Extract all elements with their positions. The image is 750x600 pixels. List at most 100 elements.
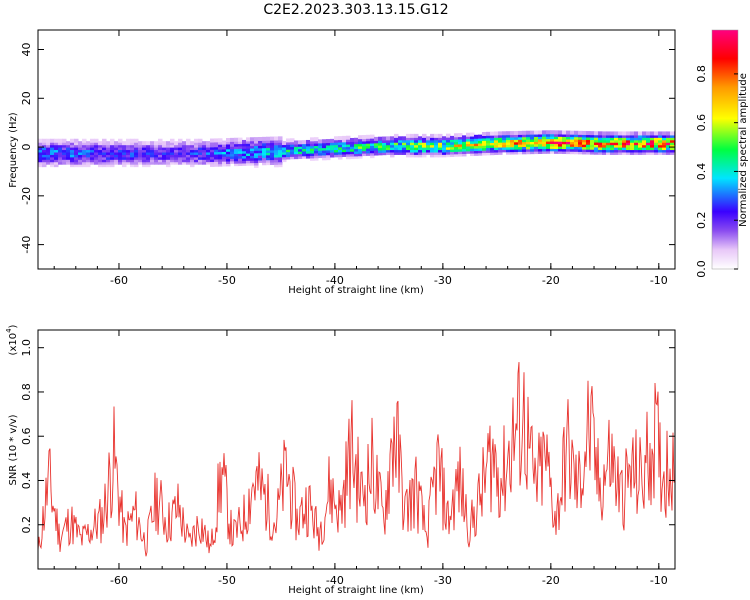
heatmap-cell [378,144,383,149]
heatmap-cell [38,141,43,146]
heatmap-cell [590,131,595,136]
heatmap-cell [406,138,411,143]
heatmap-cell [138,153,143,158]
heatmap-cell [306,144,311,149]
heatmap-cell [58,150,63,155]
heatmap-cell [606,150,611,155]
heatmap-cell [662,133,667,138]
heatmap-cell [106,141,111,146]
heatmap-cell [110,146,115,151]
heatmap-cell [118,158,123,163]
heatmap-cell [322,146,327,151]
heatmap-cell [82,141,87,146]
heatmap-cell [370,144,375,149]
heatmap-cell [610,141,615,146]
heatmap-cell [38,153,43,158]
heatmap-cell [146,163,151,168]
heatmap-cell [46,160,51,165]
heatmap-cell [250,159,255,164]
heatmap-cell [558,145,563,150]
heatmap-cell [74,160,79,165]
heatmap-cell [154,148,159,153]
heatmap-cell [446,133,451,138]
heatmap-cell [238,154,243,159]
heatmap-cell [538,137,543,142]
heatmap-cell [154,141,159,146]
heatmap-cell [486,134,491,139]
heatmap-cell [278,163,283,168]
heatmap-cell [330,138,335,143]
heatmap-cell [442,146,447,151]
heatmap-cell [290,150,295,155]
heatmap-cell [322,139,327,144]
heatmap-cell [202,160,207,165]
heatmap-cell [90,138,95,143]
heatmap-cell [438,148,443,153]
heatmap-cell [146,160,151,165]
heatmap-cell [426,138,431,143]
heatmap-cell [146,146,151,151]
heatmap-cell [238,162,243,167]
heatmap-cell [466,135,471,140]
heatmap-cell [270,136,275,141]
heatmap-cell [462,149,467,154]
heatmap-cell [514,140,519,145]
heatmap-cell [530,137,535,142]
heatmap-cell [166,155,171,160]
heatmap-cell [182,148,187,153]
heatmap-cell [286,143,291,148]
heatmap-cell [50,153,55,158]
heatmap-cell [590,133,595,138]
heatmap-cell [454,147,459,152]
heatmap-cell [270,139,275,144]
colorbar-frame [711,29,739,270]
heatmap-cell [362,144,367,149]
heatmap-cell [570,138,575,143]
heatmap-cell [258,151,263,156]
heatmap-cell [362,147,367,152]
heatmap-cell [42,153,47,158]
heatmap-cell [202,141,207,146]
heatmap-cell [298,142,303,147]
heatmap-cell [142,141,147,146]
heatmap-cell [266,151,271,156]
heatmap-cell [394,138,399,143]
heatmap-cell [542,132,547,137]
heatmap-cell [506,143,511,148]
heatmap-cell [266,148,271,153]
heatmap-cell [658,146,663,151]
heatmap-cell [222,157,227,162]
heatmap-cell [46,138,51,143]
heatmap-cell [494,146,499,151]
heatmap-cell [170,153,175,158]
heatmap-cell [394,136,399,141]
heatmap-cell [390,148,395,153]
heatmap-cell [74,153,79,158]
heatmap-cell [614,150,619,155]
heatmap-cell [522,133,527,138]
heatmap-cell [110,150,115,155]
heatmap-cell [314,137,319,142]
heatmap-cell [466,149,471,154]
heatmap-cell [210,138,215,143]
heatmap-cell [118,143,123,148]
heatmap-cell [122,141,127,146]
heatmap-cell [98,153,103,158]
heatmap-cell [126,143,131,148]
heatmap-cell [422,141,427,146]
heatmap-cell [346,140,351,145]
heatmap-cell [98,150,103,155]
heatmap-cell [630,133,635,138]
heatmap-cell [666,146,671,151]
heatmap-cell [542,137,547,142]
heatmap-cell [662,141,667,146]
heatmap-cell [274,155,279,160]
heatmap-cell [598,150,603,155]
heatmap-cell [102,143,107,148]
heatmap-cell [654,143,659,148]
heatmap-cell [638,143,643,148]
heatmap-cell [594,140,599,145]
heatmap-cell [290,152,295,157]
heatmap-cell [486,136,491,141]
heatmap-cell [162,150,167,155]
